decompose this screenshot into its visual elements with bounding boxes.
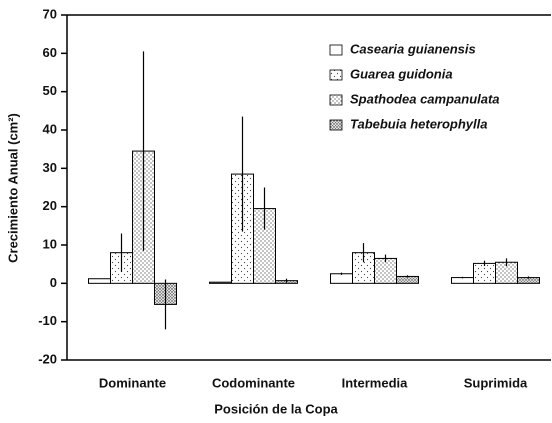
legend-swatch <box>329 44 343 56</box>
legend-label: Spathodea campanulata <box>350 91 500 106</box>
y-tick-label: 10 <box>43 236 57 251</box>
y-tick-label: -10 <box>38 313 57 328</box>
y-tick-label: -20 <box>38 351 57 366</box>
x-tick-label: Suprimida <box>464 375 528 390</box>
bar <box>330 273 353 284</box>
y-tick-label: 40 <box>43 121 57 136</box>
bar <box>451 277 474 284</box>
x-axis-label: Posición de la Copa <box>214 401 338 416</box>
legend-label: Guarea guidonia <box>350 66 453 81</box>
x-tick-label: Codominante <box>212 375 295 390</box>
legend-swatch <box>329 69 343 81</box>
y-tick-label: 20 <box>43 198 57 213</box>
x-tick-label: Intermedia <box>342 375 409 390</box>
y-tick-label: 60 <box>43 45 57 60</box>
y-tick-label: 0 <box>50 275 57 290</box>
y-tick-label: 70 <box>43 6 57 21</box>
bar <box>209 281 232 284</box>
legend-label: Tabebuia heterophylla <box>350 116 488 131</box>
bar <box>473 262 496 284</box>
legend-label: Casearia guianensis <box>350 41 476 56</box>
x-tick-label: Dominante <box>99 375 166 390</box>
y-axis-label: Crecimiento Anual (cm²) <box>5 113 20 263</box>
bar <box>88 278 111 284</box>
y-tick-label: 50 <box>43 83 57 98</box>
legend-swatch <box>329 119 343 131</box>
legend-swatch <box>329 94 343 106</box>
y-tick-label: 30 <box>43 160 57 175</box>
